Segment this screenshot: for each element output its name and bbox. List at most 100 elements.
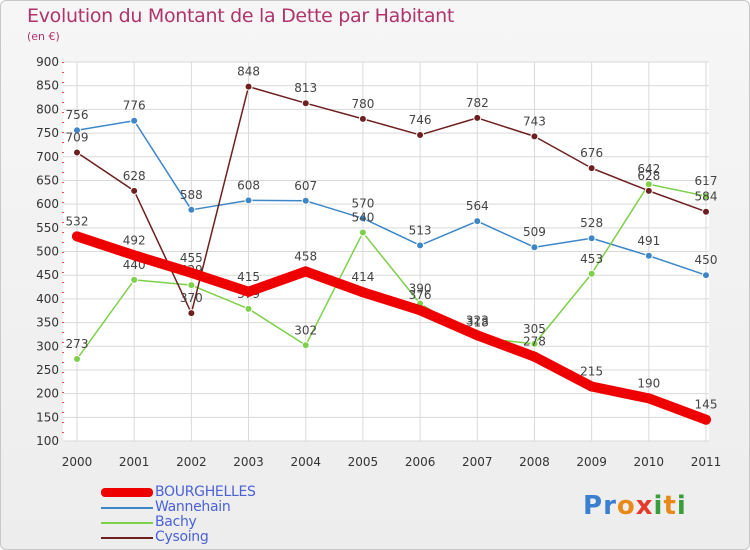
data-label: 302 <box>294 323 317 337</box>
data-point <box>416 130 425 139</box>
data-label: 607 <box>294 179 317 193</box>
data-label: 756 <box>66 108 89 122</box>
data-point <box>702 207 710 216</box>
y-tick-label: 650 <box>36 173 59 187</box>
data-label: 145 <box>695 398 718 412</box>
data-label: 190 <box>637 376 660 390</box>
legend-swatch <box>101 488 153 497</box>
y-tick-label: 900 <box>36 55 59 69</box>
data-label: 588 <box>180 188 203 202</box>
series-cysoing: 709 628 370 848 813 780 746 782 743 676 628 584 <box>66 65 718 318</box>
data-point <box>187 309 196 318</box>
data-point <box>244 82 253 91</box>
data-label: 584 <box>695 190 718 204</box>
legend-swatch <box>101 536 153 539</box>
data-label: 415 <box>237 270 260 284</box>
data-point <box>586 381 597 392</box>
x-tick-label: 2005 <box>348 455 379 469</box>
data-point <box>244 196 253 205</box>
data-label: 848 <box>237 65 260 79</box>
chart-subtitle: (en €) <box>27 30 60 43</box>
data-point <box>243 286 254 297</box>
y-tick-label: 800 <box>36 102 59 116</box>
data-point <box>130 116 139 125</box>
legend-item: Cysoing <box>101 530 256 545</box>
data-point <box>73 148 81 157</box>
data-point <box>415 305 426 316</box>
y-tick-label: 450 <box>36 268 59 282</box>
y-tick-label: 100 <box>36 434 59 448</box>
logo-letter: i <box>653 491 664 521</box>
data-label: 491 <box>637 234 660 248</box>
logo-letter: P <box>583 491 604 521</box>
logo-letter: x <box>635 491 654 521</box>
x-tick-label: 2003 <box>233 455 264 469</box>
data-point <box>72 231 82 242</box>
data-point <box>129 250 140 261</box>
legend-item: Wannehain <box>101 500 256 515</box>
data-point <box>416 241 425 250</box>
legend-label: Bachy <box>155 514 197 530</box>
data-point <box>472 330 483 341</box>
series-line <box>76 85 707 314</box>
legend-label: Wannehain <box>155 499 231 515</box>
data-point <box>357 287 368 298</box>
legend-swatch <box>101 506 153 509</box>
x-tick-label: 2006 <box>405 455 436 469</box>
data-label: 278 <box>523 335 546 349</box>
data-label: 509 <box>523 225 546 239</box>
logo-letter: o <box>616 491 636 521</box>
data-point <box>529 351 540 362</box>
y-tick-label: 500 <box>36 245 59 259</box>
data-label: 676 <box>580 146 603 160</box>
data-label: 564 <box>466 199 489 213</box>
data-point <box>301 196 310 205</box>
y-tick-label: 300 <box>36 339 59 353</box>
data-label: 776 <box>123 99 146 113</box>
x-tick-label: 2011 <box>691 455 722 469</box>
data-label: 528 <box>580 216 603 230</box>
data-label: 513 <box>409 223 432 237</box>
data-label: 458 <box>294 249 317 263</box>
data-label: 743 <box>523 114 546 128</box>
y-tick-label: 150 <box>36 410 59 424</box>
y-tick-label: 750 <box>36 126 59 140</box>
data-point <box>701 414 711 425</box>
x-tick-label: 2008 <box>519 455 550 469</box>
series-line <box>76 183 707 360</box>
chart-legend: BOURGHELLES Wannehain Bachy Cysoing <box>101 485 256 545</box>
legend-item: BOURGHELLES <box>101 485 256 500</box>
data-point <box>358 114 367 123</box>
data-label: 813 <box>294 81 317 95</box>
data-point <box>530 243 539 252</box>
data-label: 370 <box>180 291 203 305</box>
legend-item: Bachy <box>101 515 256 530</box>
x-tick-label: 2007 <box>462 455 493 469</box>
data-label: 782 <box>466 96 489 110</box>
legend-label: BOURGHELLES <box>155 484 256 500</box>
data-label: 376 <box>409 288 432 302</box>
logo-letter: i <box>676 491 687 521</box>
y-tick-label: 350 <box>36 316 59 330</box>
data-point <box>187 281 196 290</box>
data-point <box>530 339 539 348</box>
legend-label: Cysoing <box>155 529 209 545</box>
y-tick-label: 600 <box>36 197 59 211</box>
data-point <box>73 355 81 364</box>
data-label: 617 <box>695 174 718 188</box>
x-tick-label: 2000 <box>62 455 93 469</box>
y-tick-label: 200 <box>36 387 59 401</box>
data-point <box>186 267 197 278</box>
x-tick-label: 2009 <box>576 455 607 469</box>
y-tick-label: 550 <box>36 221 59 235</box>
data-label: 323 <box>466 313 489 327</box>
data-label: 450 <box>695 253 718 267</box>
data-point <box>473 113 482 122</box>
data-point <box>530 132 539 141</box>
data-label: 608 <box>237 178 260 192</box>
data-point <box>643 393 654 404</box>
data-label: 492 <box>123 233 146 247</box>
data-label: 628 <box>637 169 660 183</box>
